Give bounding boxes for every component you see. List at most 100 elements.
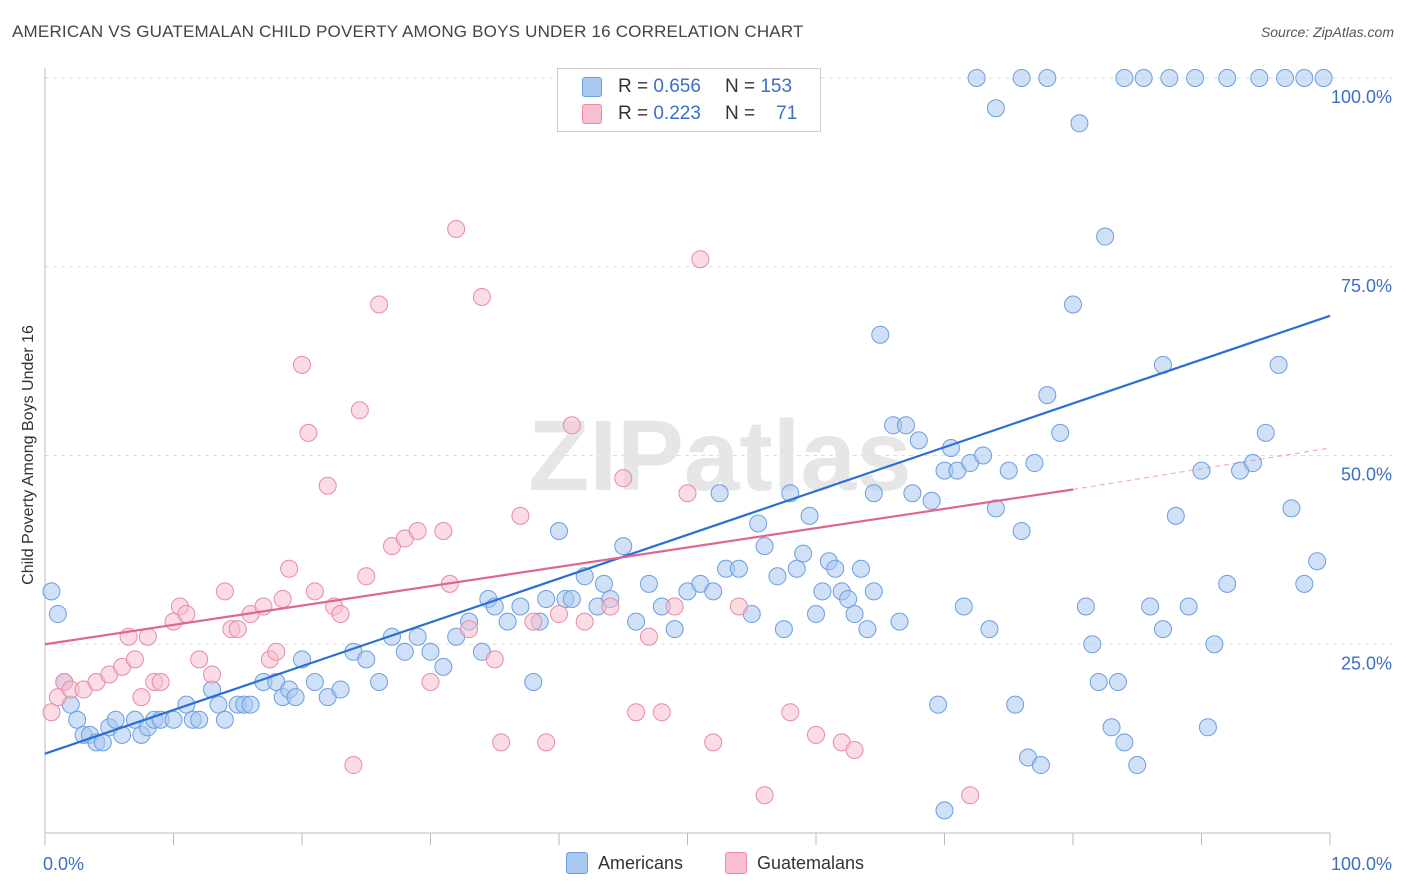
american-point bbox=[382, 627, 401, 646]
american-point bbox=[1141, 597, 1160, 616]
guatemalan-point bbox=[729, 597, 748, 616]
guatemalan-point bbox=[357, 567, 376, 586]
guatemalan-point bbox=[177, 605, 196, 624]
american-point bbox=[1064, 295, 1082, 314]
guatemalan-point bbox=[678, 484, 697, 503]
guatemalan-point bbox=[318, 476, 337, 495]
guatemalan-point bbox=[562, 416, 581, 435]
american-point bbox=[1243, 454, 1262, 473]
american-point bbox=[1096, 227, 1115, 246]
guatemalan-point bbox=[228, 620, 247, 639]
american-point bbox=[1282, 499, 1301, 518]
american-point bbox=[864, 484, 883, 503]
american-point bbox=[106, 710, 125, 729]
american-point bbox=[839, 589, 858, 608]
guatemalan-point bbox=[614, 469, 633, 488]
americans-swatch bbox=[566, 852, 588, 874]
american-point bbox=[357, 650, 376, 669]
guatemalan-point bbox=[485, 650, 504, 669]
american-point bbox=[1134, 69, 1153, 87]
guatemalan-point bbox=[755, 786, 774, 805]
american-point bbox=[794, 544, 813, 563]
legend-guatemalans: Guatemalans bbox=[725, 852, 864, 874]
guatemalan-point bbox=[460, 620, 479, 639]
american-point bbox=[1025, 454, 1044, 473]
american-point bbox=[999, 461, 1018, 480]
american-point bbox=[1038, 386, 1057, 405]
guatemalan-point bbox=[132, 688, 151, 707]
guatemalan-point bbox=[42, 703, 61, 722]
american-point bbox=[1089, 673, 1108, 691]
american-point bbox=[890, 612, 909, 631]
americans-points bbox=[42, 69, 1333, 820]
american-point bbox=[1012, 69, 1031, 87]
guatemalan-point bbox=[215, 582, 234, 601]
american-point bbox=[511, 597, 530, 616]
american-point bbox=[190, 710, 209, 729]
american-point bbox=[1108, 673, 1127, 691]
guatemalans-trend-line bbox=[44, 488, 1074, 646]
american-point bbox=[1102, 718, 1121, 737]
guatemalan-point bbox=[550, 605, 568, 624]
guatemalan-point bbox=[704, 733, 723, 752]
american-point bbox=[1166, 506, 1185, 525]
american-point bbox=[768, 567, 787, 586]
american-point bbox=[909, 431, 928, 450]
chart-title: AMERICAN VS GUATEMALAN CHILD POVERTY AMO… bbox=[12, 22, 804, 41]
american-point bbox=[1083, 635, 1102, 654]
american-point bbox=[1205, 635, 1224, 654]
american-point bbox=[826, 559, 845, 578]
american-point bbox=[1051, 423, 1070, 442]
american-point bbox=[845, 605, 864, 624]
guatemalans-swatch bbox=[725, 852, 747, 874]
legend-row-guatemalans: R = 0.223 N = 71 bbox=[582, 102, 797, 126]
american-point bbox=[594, 574, 613, 593]
tick-labels: 100.0% 75.0% 50.0% 25.0% 0.0% 100.0% bbox=[43, 87, 1392, 874]
american-point bbox=[562, 589, 581, 608]
guatemalan-point bbox=[537, 733, 556, 752]
american-point bbox=[922, 491, 941, 510]
r-value: 0.223 bbox=[653, 103, 701, 124]
americans-trend-line bbox=[44, 314, 1331, 755]
american-point bbox=[395, 642, 414, 661]
american-point bbox=[408, 627, 427, 646]
american-point bbox=[986, 499, 1005, 518]
american-point bbox=[1295, 69, 1314, 87]
guatemalan-point bbox=[190, 650, 209, 669]
american-point bbox=[1160, 69, 1179, 87]
guatemalan-point bbox=[781, 703, 800, 722]
guatemalan-point bbox=[807, 725, 825, 744]
american-point bbox=[537, 589, 556, 608]
guatemalan-point bbox=[845, 740, 864, 759]
american-point bbox=[1006, 695, 1025, 714]
american-point bbox=[980, 620, 999, 639]
american-point bbox=[1295, 574, 1314, 593]
x-tick-label: 0.0% bbox=[43, 854, 84, 874]
guatemalan-point bbox=[305, 582, 324, 601]
american-point bbox=[1115, 69, 1134, 87]
guatemalan-point bbox=[344, 756, 363, 775]
stats-legend: R = 0.656 N = 153 R = 0.223 N = 71 bbox=[557, 68, 821, 132]
american-point bbox=[986, 99, 1005, 118]
x-tick-label: 100.0% bbox=[1331, 854, 1392, 874]
american-point bbox=[871, 325, 890, 344]
american-point bbox=[967, 69, 986, 87]
guatemalan-point bbox=[627, 703, 646, 722]
n-value: 71 bbox=[776, 103, 798, 124]
guatemalan-point bbox=[601, 597, 620, 616]
american-point bbox=[935, 801, 954, 820]
guatemalans-swatch bbox=[582, 104, 602, 124]
guatemalan-point bbox=[511, 506, 530, 525]
guatemalan-point bbox=[472, 287, 491, 306]
guatemalans-points bbox=[42, 220, 980, 805]
american-point bbox=[1070, 114, 1089, 133]
source-label: Source: ZipAtlas.com bbox=[1260, 24, 1394, 40]
american-point bbox=[1153, 620, 1172, 639]
guatemalan-point bbox=[299, 423, 318, 442]
guatemalan-point bbox=[492, 733, 511, 752]
american-point bbox=[1308, 552, 1327, 571]
american-point bbox=[710, 484, 729, 503]
legend-row-americans: R = 0.656 N = 153 bbox=[582, 75, 792, 99]
guatemalan-point bbox=[151, 673, 170, 691]
